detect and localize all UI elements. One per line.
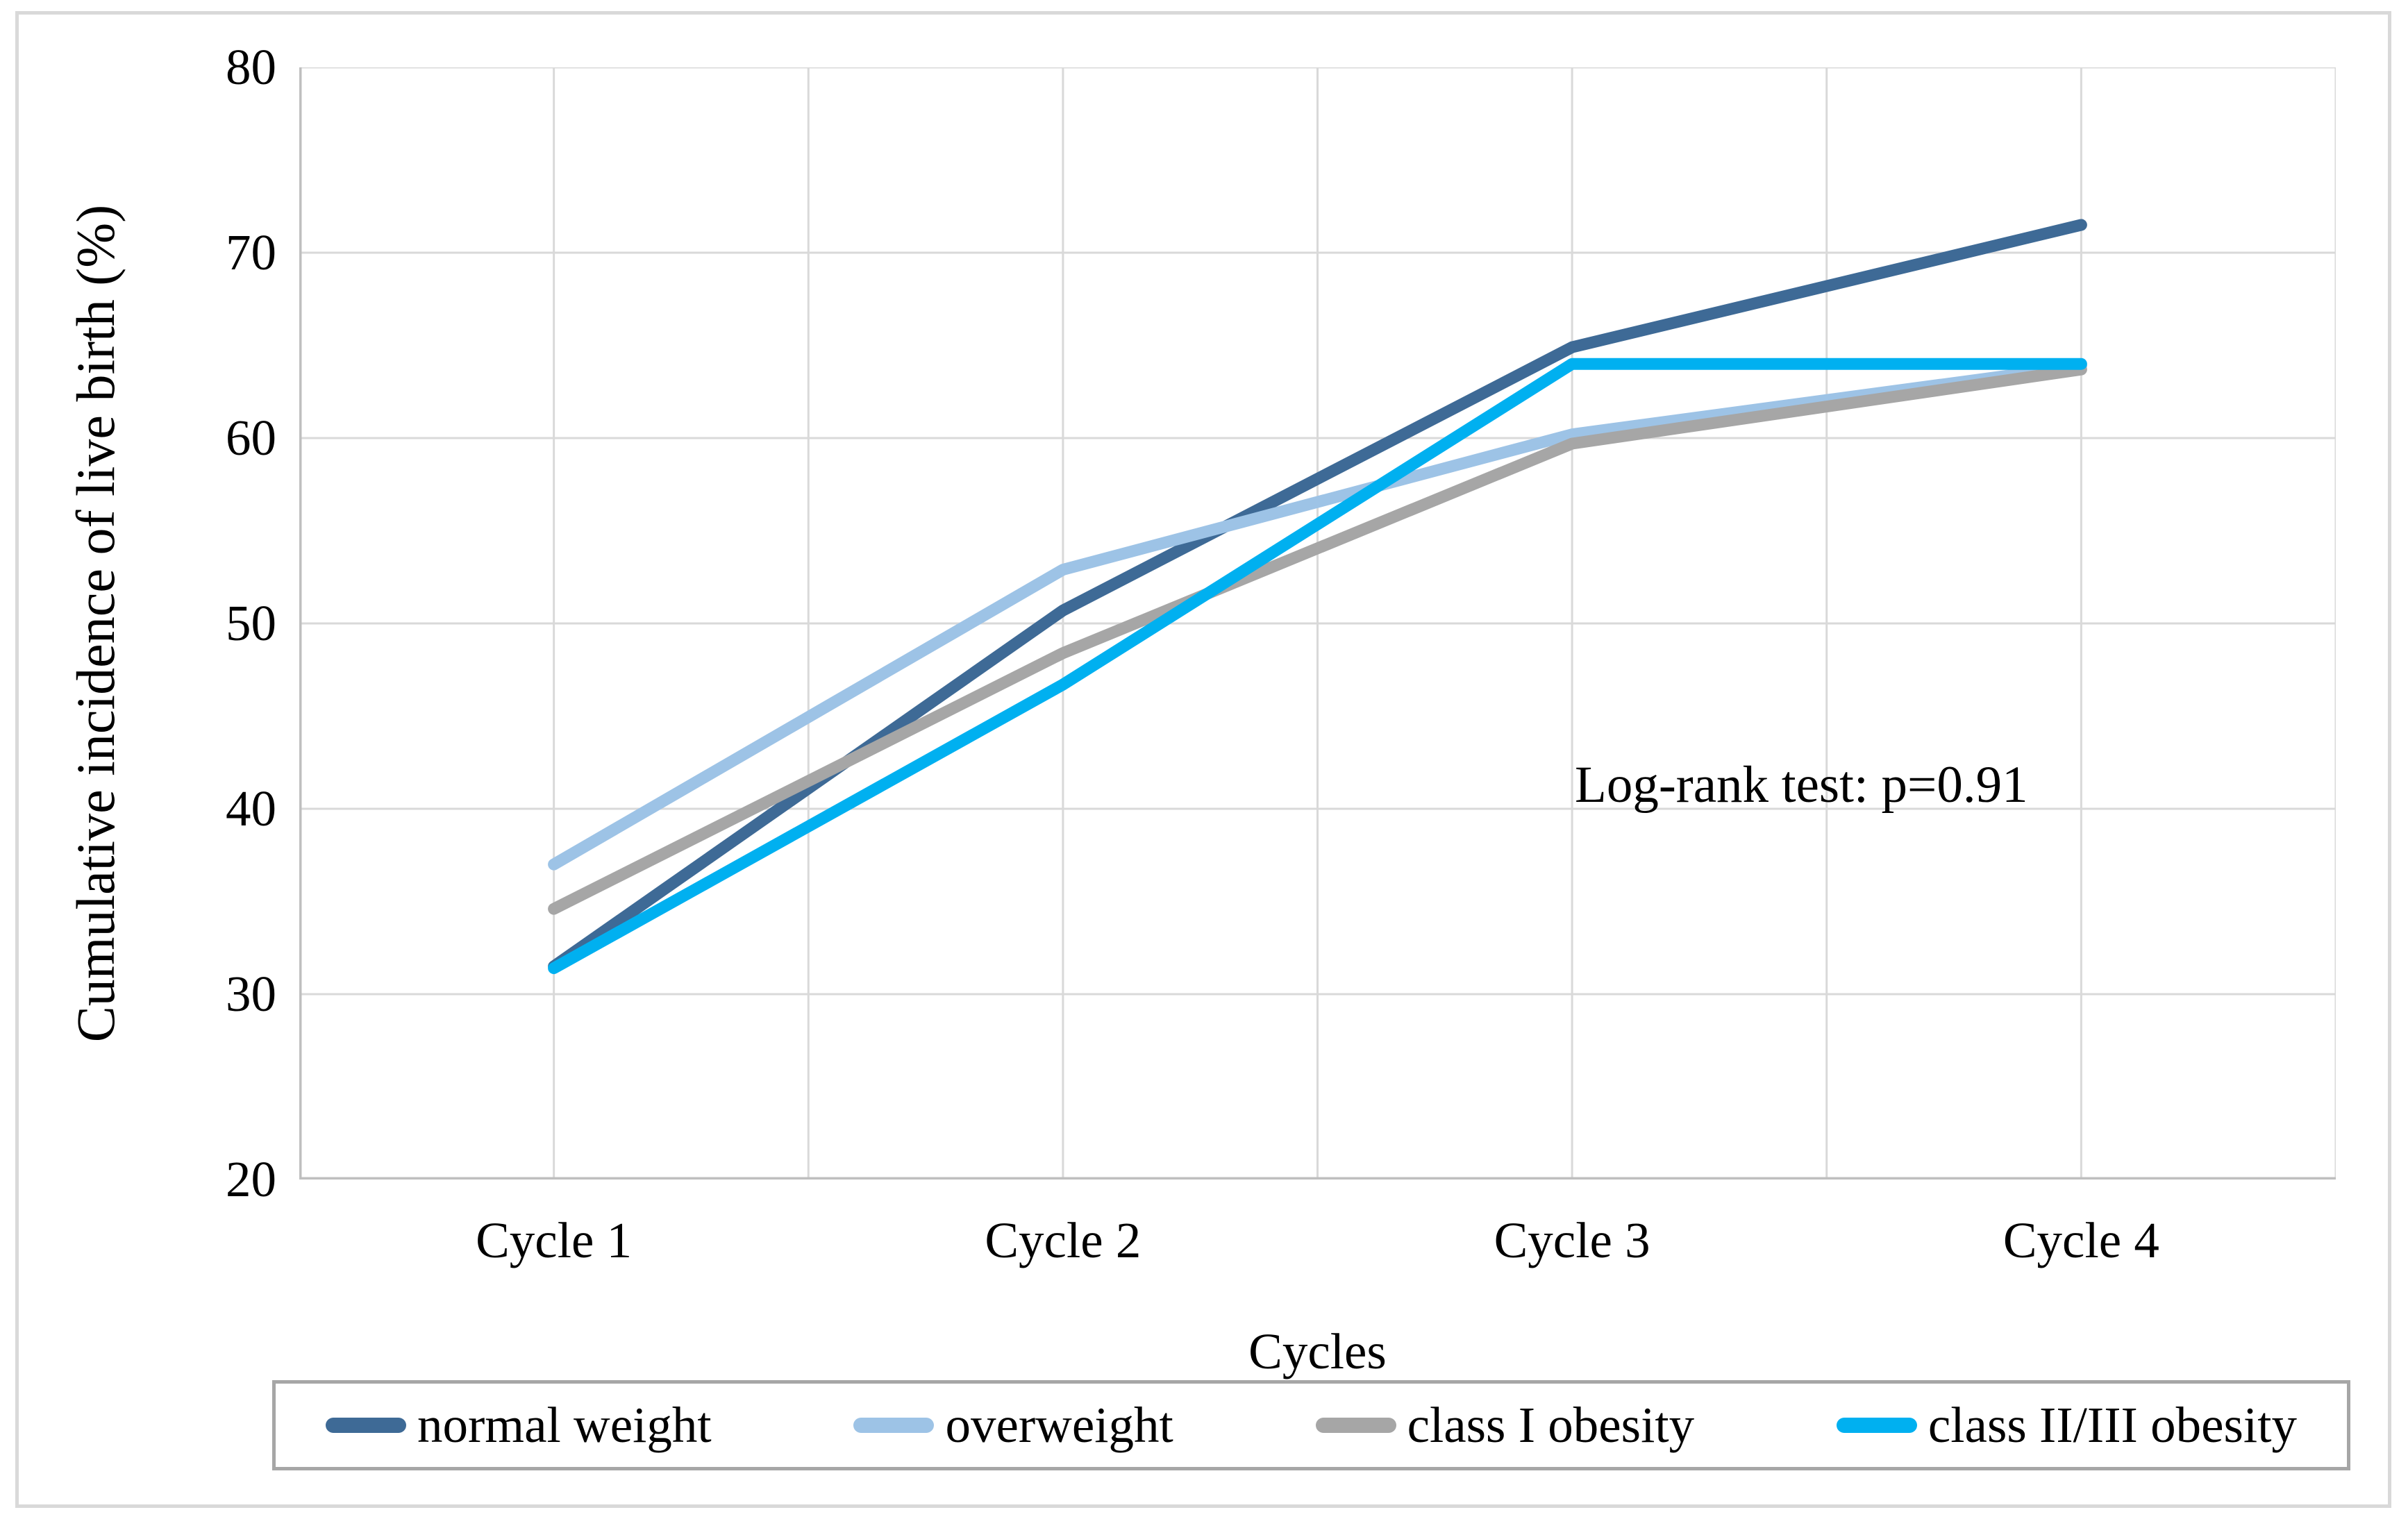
legend-swatch-class-ii-iii-obesity [1836,1418,1917,1433]
line-chart-svg [299,67,2336,1180]
plot-area [299,67,2336,1180]
legend-item-class-ii-iii-obesity: class II/III obesity [1836,1396,2297,1454]
x-tick-label-3: Cycle 3 [1494,1212,1650,1268]
y-tick-label-80: 80 [226,39,276,95]
x-axis-tick-labels: Cycle 1 Cycle 2 Cycle 3 Cycle 4 [299,1211,2336,1270]
series-line-class-i-obesity [548,363,2087,915]
y-tick-label-30: 30 [226,966,276,1022]
series-line-normal-weight [548,219,2087,973]
log-rank-annotation: Log-rank test: p=0.91 [1575,756,2028,814]
figure-outer-border [15,11,2391,1508]
series-line-class-ii-iii-obesity [548,358,2087,975]
y-tick-label-40: 40 [226,780,276,837]
legend-item-class-i-obesity: class I obesity [1315,1396,1695,1454]
legend-swatch-normal-weight [326,1418,406,1433]
legend-label-class-ii-iii-obesity: class II/III obesity [1928,1397,2297,1453]
y-tick-label-20: 20 [226,1151,276,1207]
x-tick-label-2: Cycle 2 [985,1212,1142,1268]
legend-item-overweight: overweight [853,1396,1173,1454]
x-tick-label-1: Cycle 1 [476,1212,633,1268]
legend-label-overweight: overweight [945,1397,1173,1453]
chart-legend: normal weight overweight class I obesity cl… [272,1380,2350,1470]
legend-item-normal-weight: normal weight [326,1396,712,1454]
y-axis-tick-labels: 80 70 60 50 40 30 20 [0,0,276,1519]
y-tick-label-70: 70 [226,224,276,280]
series-line-overweight [548,360,2087,871]
y-tick-label-50: 50 [226,595,276,651]
legend-swatch-class-i-obesity [1315,1418,1396,1433]
legend-label-normal-weight: normal weight [417,1397,712,1453]
x-axis-title: Cycles [1248,1323,1387,1379]
x-tick-label-4: Cycle 4 [2003,1212,2159,1268]
legend-label-class-i-obesity: class I obesity [1407,1397,1695,1453]
y-tick-label-60: 60 [226,410,276,466]
legend-swatch-overweight [853,1418,935,1433]
